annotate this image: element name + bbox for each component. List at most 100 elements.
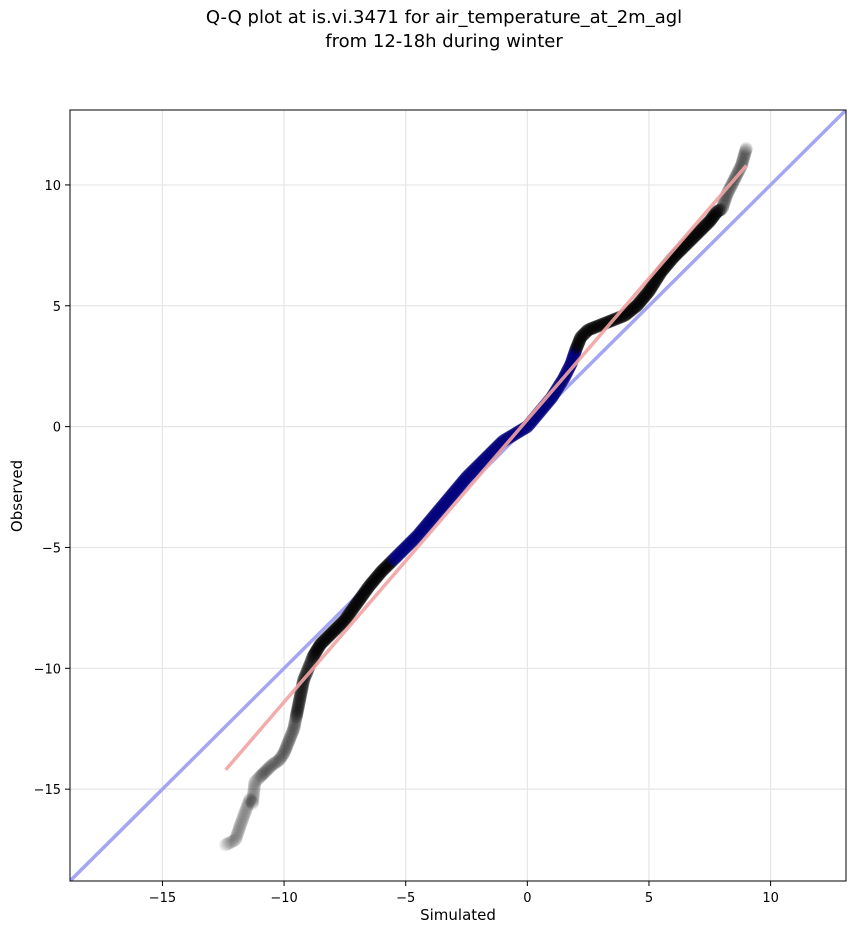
quantile-point: [292, 696, 306, 710]
quantile-point: [248, 778, 262, 792]
quantile-point: [642, 284, 656, 298]
chart-title: Q-Q plot at is.vi.3471 for air_temperatu…: [0, 6, 854, 54]
quantile-point: [238, 807, 252, 821]
quantile-point: [234, 815, 248, 829]
quantile-point: [738, 145, 752, 159]
quantile-point: [685, 232, 699, 246]
quantile-point: [309, 645, 323, 659]
quantile-point: [287, 722, 301, 736]
quantile-point: [581, 323, 595, 337]
chart-title-line-2: from 12-18h during winter: [325, 31, 563, 52]
quantile-point: [447, 485, 461, 499]
quantile-point: [410, 529, 424, 543]
quantile-point: [289, 710, 303, 724]
quantile-point: [464, 466, 478, 480]
quantile-point: [273, 752, 287, 766]
quantile-point: [584, 322, 598, 336]
quantile-point: [688, 228, 702, 242]
quantile-point: [571, 338, 585, 352]
reference-line: [70, 110, 846, 881]
quantile-point: [580, 324, 594, 338]
quantile-point: [454, 476, 468, 490]
quantile-point: [288, 716, 302, 730]
quantile-point: [399, 540, 413, 554]
y-axis-ticks: −15 −10 −5 0 5 10: [34, 179, 70, 798]
quantile-point: [406, 533, 420, 547]
quantile-point: [638, 289, 652, 303]
chart-title-line-1: Q-Q plot at is.vi.3471 for air_temperatu…: [205, 7, 683, 28]
quantile-point: [636, 292, 650, 306]
quantile-point: [631, 298, 645, 312]
x-axis-label: Simulated: [420, 906, 496, 924]
quantile-point: [269, 755, 283, 769]
quantile-point: [716, 199, 730, 213]
quantile-point: [311, 641, 325, 655]
quantile-point: [372, 567, 386, 581]
quantile-point: [306, 651, 320, 665]
quantile-point: [437, 497, 451, 511]
quantile-point: [227, 834, 241, 848]
quantile-point: [253, 770, 267, 784]
quantile-point: [220, 837, 234, 851]
quantile-point: [501, 431, 515, 445]
quantile-point: [624, 304, 638, 318]
y-tick-label: 10: [44, 179, 61, 194]
quantile-point: [622, 305, 636, 319]
quantile-point: [290, 704, 304, 718]
quantile-point: [248, 776, 262, 790]
quantile-point: [736, 154, 750, 168]
quantile-point: [472, 458, 486, 472]
quantile-point: [706, 209, 720, 223]
reference-line-layer: [70, 110, 846, 881]
quantile-point: [629, 300, 643, 314]
quantile-point: [404, 535, 418, 549]
quantile-point: [477, 453, 491, 467]
quantile-point: [254, 768, 268, 782]
quantile-point: [288, 714, 302, 728]
quantile-point: [576, 328, 590, 342]
quantile-point: [354, 591, 368, 605]
quantile-point: [421, 516, 435, 530]
quantile-point: [223, 836, 237, 850]
quantile-point: [736, 152, 750, 166]
quantile-point: [364, 577, 378, 591]
quantile-point: [430, 505, 444, 519]
quantile-point: [423, 514, 437, 528]
quantile-point: [474, 456, 488, 470]
quantile-point: [705, 212, 719, 226]
quantile-point: [337, 614, 351, 628]
quantile-point: [632, 296, 646, 310]
quantile-point: [645, 280, 659, 294]
quantile-point: [352, 593, 366, 607]
quantile-point: [265, 758, 279, 772]
quantile-point: [356, 588, 370, 602]
quantile-point: [692, 225, 706, 239]
quantile-point: [395, 544, 409, 558]
quantile-point: [259, 764, 273, 778]
quantile-point: [240, 799, 254, 813]
quantile-point: [687, 230, 701, 244]
fit-line: [224, 164, 748, 771]
quantile-point: [562, 361, 576, 375]
quantile-point: [277, 746, 291, 760]
quantile-point: [466, 464, 480, 478]
quantile-point: [460, 470, 474, 484]
quantile-point: [433, 502, 447, 516]
quantile-point: [389, 550, 403, 564]
quantile-point: [478, 452, 492, 466]
quantile-point: [281, 735, 295, 749]
quantile-point: [257, 766, 271, 780]
quantile-point: [434, 501, 448, 515]
quantile-point: [683, 234, 697, 248]
quantile-point: [266, 757, 280, 771]
quantile-point: [717, 196, 731, 210]
quantile-point: [384, 555, 398, 569]
quantile-point: [365, 576, 379, 590]
quantile-point: [340, 610, 354, 624]
quantile-point: [570, 341, 584, 355]
quantile-point: [291, 702, 305, 716]
quantile-point: [284, 729, 298, 743]
quantile-point: [646, 277, 660, 291]
quantile-point: [293, 693, 307, 707]
quantile-point: [246, 792, 260, 806]
